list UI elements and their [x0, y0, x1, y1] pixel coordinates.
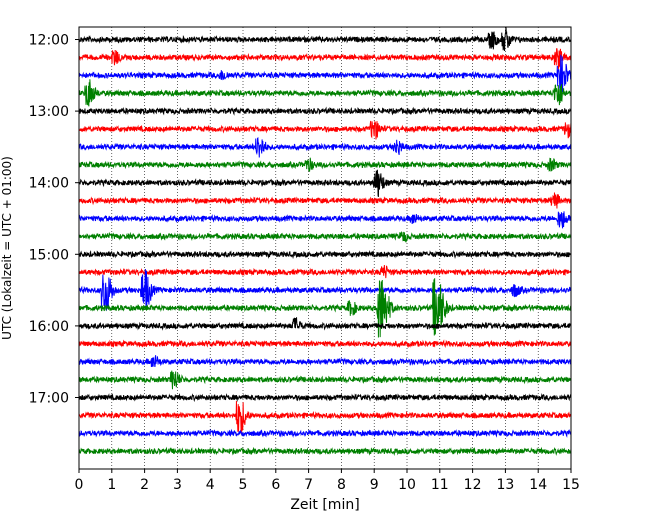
trace-line: [78, 339, 572, 349]
seismogram-traces: [78, 26, 572, 456]
x-tick-label: 7: [304, 477, 313, 493]
x-tick-label: 12: [464, 477, 482, 493]
x-tick-label: 4: [206, 477, 215, 493]
y-tick-label: 17:00: [29, 391, 69, 407]
x-axis-ticks: 0 1 2 3 4 5 6 7 8 9 10 11 12 13 14 15: [75, 469, 580, 493]
trace-line: [78, 268, 572, 311]
x-tick-label: 0: [75, 477, 84, 493]
y-axis-label: UTC (Lokalzeit = UTC + 01:00): [0, 156, 14, 340]
trace-line: [78, 120, 572, 140]
y-axis-ticks: 12:00 13:00 14:00 15:00 16:00 17:00: [29, 33, 79, 407]
x-tick-label: 11: [431, 477, 449, 493]
x-tick-label: 6: [271, 477, 280, 493]
x-tick-label: 13: [496, 477, 514, 493]
trace-line: [78, 54, 572, 96]
x-tick-label: 2: [140, 477, 149, 493]
trace-line: [78, 211, 572, 229]
x-tick-label: 15: [562, 477, 580, 493]
trace-line: [78, 26, 572, 52]
trace-line: [78, 446, 572, 456]
trace-line: [78, 106, 572, 116]
y-tick-label: 13:00: [29, 104, 69, 120]
trace-line: [78, 355, 572, 368]
y-tick-label: 16:00: [29, 319, 69, 335]
y-tick-label: 15:00: [29, 247, 69, 263]
trace-line: [78, 192, 572, 209]
trace-line: [78, 317, 572, 331]
trace-line: [78, 392, 572, 403]
x-tick-label: 9: [370, 477, 379, 493]
x-tick-label: 3: [173, 477, 182, 493]
y-tick-label: 14:00: [29, 176, 69, 192]
trace-line: [78, 370, 572, 390]
trace-line: [78, 401, 572, 434]
trace-line: [78, 249, 572, 260]
trace-line: [78, 136, 572, 158]
trace-line: [78, 169, 572, 197]
x-tick-label: 1: [107, 477, 116, 493]
trace-line: [78, 48, 572, 70]
trace-line: [78, 231, 572, 243]
x-tick-label: 10: [398, 477, 416, 493]
x-tick-label: 14: [529, 477, 547, 493]
y-tick-label: 12:00: [29, 33, 69, 49]
trace-line: [78, 157, 572, 172]
trace-line: [78, 428, 572, 438]
x-tick-label: 5: [239, 477, 248, 493]
trace-line: [78, 265, 572, 279]
x-tick-label: 8: [337, 477, 346, 493]
x-axis-label: Zeit [min]: [290, 497, 359, 513]
trace-line: [78, 79, 572, 107]
trace-line: [78, 278, 572, 338]
plot-frame: [78, 26, 572, 470]
